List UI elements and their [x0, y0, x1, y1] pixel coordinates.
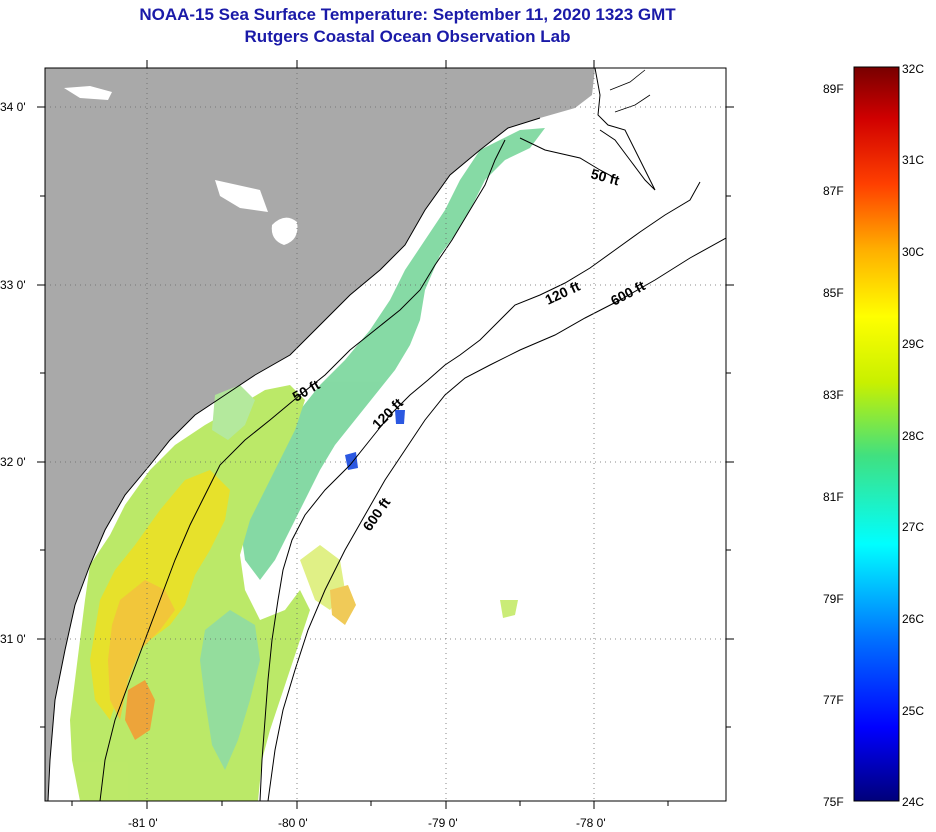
colorbar-c-label: 28C [902, 429, 925, 443]
colorbar-c-label: 27C [902, 520, 925, 534]
colorbar-c-label: 30C [902, 245, 925, 259]
colorbar-f-label: 77F [823, 693, 844, 707]
land-patch [215, 180, 268, 212]
contour-50ft [99, 137, 616, 801]
colorbar-f-label: 85F [823, 286, 844, 300]
land-patch [64, 86, 112, 100]
colorbar-c-label: 31C [902, 153, 925, 167]
colorbar-c-label: 25C [902, 704, 925, 718]
map-title: NOAA-15 Sea Surface Temperature: Septemb… [139, 5, 676, 24]
colorbar-f-label: 87F [823, 184, 844, 198]
island [271, 217, 298, 245]
land-mass [45, 68, 595, 801]
axis-ticks [37, 60, 734, 809]
graticule [45, 68, 726, 801]
colorbar [853, 66, 900, 802]
lat-label: 33 0' [0, 278, 26, 292]
map-frame [44, 67, 727, 802]
lon-label: -79 0' [428, 816, 458, 830]
sst-coverage [70, 128, 545, 801]
contour-120ft [259, 181, 701, 801]
colorbar-c-label: 24C [902, 795, 925, 809]
lon-label: -81 0' [128, 816, 158, 830]
colorbar-c-label: 29C [902, 337, 925, 351]
coastline [609, 69, 651, 113]
colorbar-f-label: 79F [823, 592, 844, 606]
lat-label: 34 0' [0, 100, 26, 114]
contour-label-50ft: 50 ft [589, 165, 621, 188]
colorbar-f-label: 81F [823, 490, 844, 504]
colorbar-f-label: 83F [823, 388, 844, 402]
lat-label: 31 0' [0, 632, 26, 646]
colorbar-c-label: 26C [902, 612, 925, 626]
colorbar-f-label: 75F [823, 795, 844, 809]
colorbar-f-label: 89F [823, 82, 844, 96]
map-subtitle: Rutgers Coastal Ocean Observation Lab [244, 27, 571, 46]
lon-label: -80 0' [278, 816, 308, 830]
colorbar-c-label: 32C [902, 62, 925, 76]
contour-600ft [267, 237, 726, 801]
lon-label: -78 0' [576, 816, 606, 830]
coastline [594, 68, 656, 191]
lat-label: 32 0' [0, 455, 26, 469]
coastline [47, 117, 541, 801]
